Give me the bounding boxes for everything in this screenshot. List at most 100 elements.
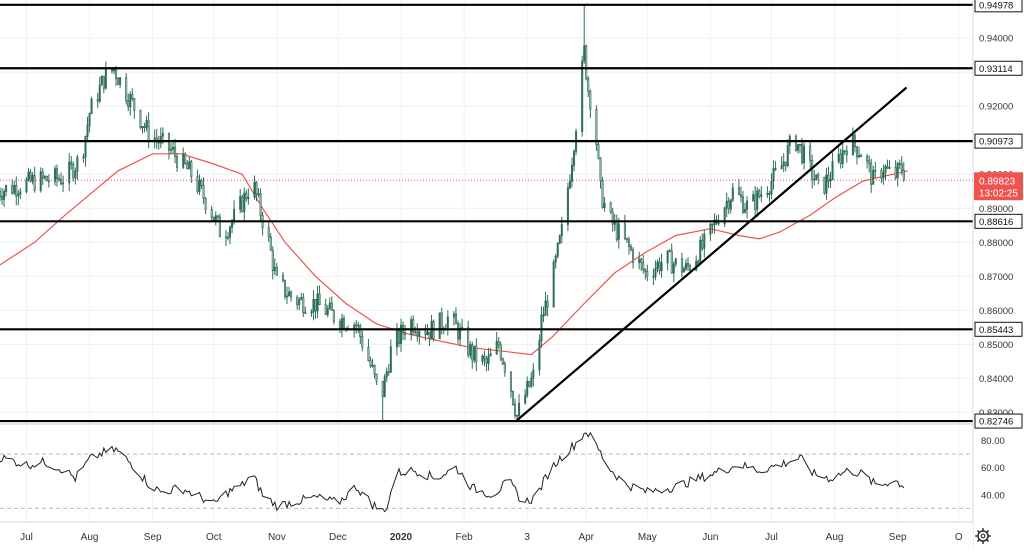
date-tick-label: Aug: [826, 532, 844, 543]
candle: [53, 165, 56, 186]
candle: [184, 152, 187, 166]
candle: [487, 347, 490, 371]
candle: [355, 319, 358, 334]
candle: [495, 331, 498, 355]
candle: [239, 189, 242, 214]
svg-text:0.89823: 0.89823: [979, 176, 1016, 187]
candle: [701, 233, 704, 251]
candle: [739, 186, 742, 203]
candle: [446, 310, 449, 336]
candle: [361, 330, 364, 352]
price-tick-label: 0.86000: [979, 306, 1013, 317]
candle: [332, 309, 335, 325]
candle: [817, 172, 820, 185]
trendline[interactable]: [515, 87, 907, 422]
svg-text:0.90973: 0.90973: [979, 137, 1013, 148]
candle: [729, 198, 732, 214]
date-tick-label: Jun: [702, 532, 718, 543]
level-label: 0.85443: [974, 321, 1023, 337]
price-tick-label: 0.89000: [979, 204, 1013, 215]
svg-text:0.82746: 0.82746: [979, 417, 1013, 428]
candle: [794, 134, 797, 152]
candle: [43, 175, 46, 180]
date-tick-label: Nov: [268, 532, 286, 543]
horizontal-levels[interactable]: [0, 3, 973, 423]
candle: [212, 216, 215, 221]
candle: [259, 188, 262, 221]
candle: [754, 185, 757, 218]
candle: [143, 122, 146, 133]
candle: [119, 76, 122, 89]
rsi-tick-label: 80.00: [981, 436, 1005, 447]
candle: [399, 318, 403, 352]
candle: [267, 222, 270, 242]
candle: [788, 134, 791, 155]
candle: [744, 202, 747, 214]
candle: [699, 236, 702, 266]
candle: [868, 155, 871, 173]
candle: [902, 161, 905, 183]
candle: [70, 156, 73, 170]
candle: [0, 187, 2, 202]
candle: [198, 174, 201, 196]
candle: [387, 364, 390, 377]
candle: [566, 182, 569, 231]
candle: [98, 76, 101, 104]
candle: [503, 361, 506, 377]
candle: [127, 93, 130, 112]
candle: [884, 164, 887, 181]
candle: [302, 292, 305, 317]
candle: [711, 223, 714, 234]
candle: [395, 323, 398, 356]
candle: [229, 225, 232, 245]
candle: [281, 271, 284, 283]
candle: [58, 174, 61, 182]
candle: [831, 152, 834, 181]
candle: [827, 166, 830, 189]
candle: [839, 148, 842, 169]
candle: [528, 380, 531, 388]
candle: [418, 328, 421, 345]
candle: [585, 44, 588, 81]
candle: [866, 153, 869, 169]
candle: [25, 176, 28, 194]
candle: [617, 217, 620, 249]
candle: [727, 197, 730, 215]
date-tick-label: Apr: [578, 532, 594, 543]
candle: [312, 290, 315, 321]
settings-icon[interactable]: [975, 528, 991, 544]
candle: [815, 174, 818, 181]
candle: [654, 260, 657, 281]
candle: [383, 373, 386, 398]
candle: [481, 354, 484, 365]
trendline-line[interactable]: [515, 87, 907, 422]
candle: [381, 380, 384, 421]
candle: [746, 196, 749, 219]
candle: [809, 140, 812, 169]
candle: [424, 324, 427, 341]
candle: [131, 88, 134, 102]
level-label: 0.94978: [974, 0, 1023, 13]
candle: [375, 373, 378, 386]
date-tick-label: Sep: [144, 532, 162, 543]
candle: [843, 149, 846, 155]
candle: [715, 215, 718, 226]
candle: [338, 318, 341, 334]
candle: [269, 233, 272, 251]
date-tick-label: 2020: [390, 532, 413, 543]
candle: [475, 338, 478, 371]
candle: [874, 161, 877, 178]
candle: [556, 242, 559, 259]
candle: [188, 156, 191, 170]
candle: [768, 190, 771, 202]
candle: [31, 172, 34, 185]
candle: [623, 214, 626, 241]
candle: [540, 306, 543, 348]
candle: [62, 175, 65, 193]
candle: [117, 77, 120, 85]
candle: [896, 161, 899, 187]
candle: [672, 261, 675, 283]
